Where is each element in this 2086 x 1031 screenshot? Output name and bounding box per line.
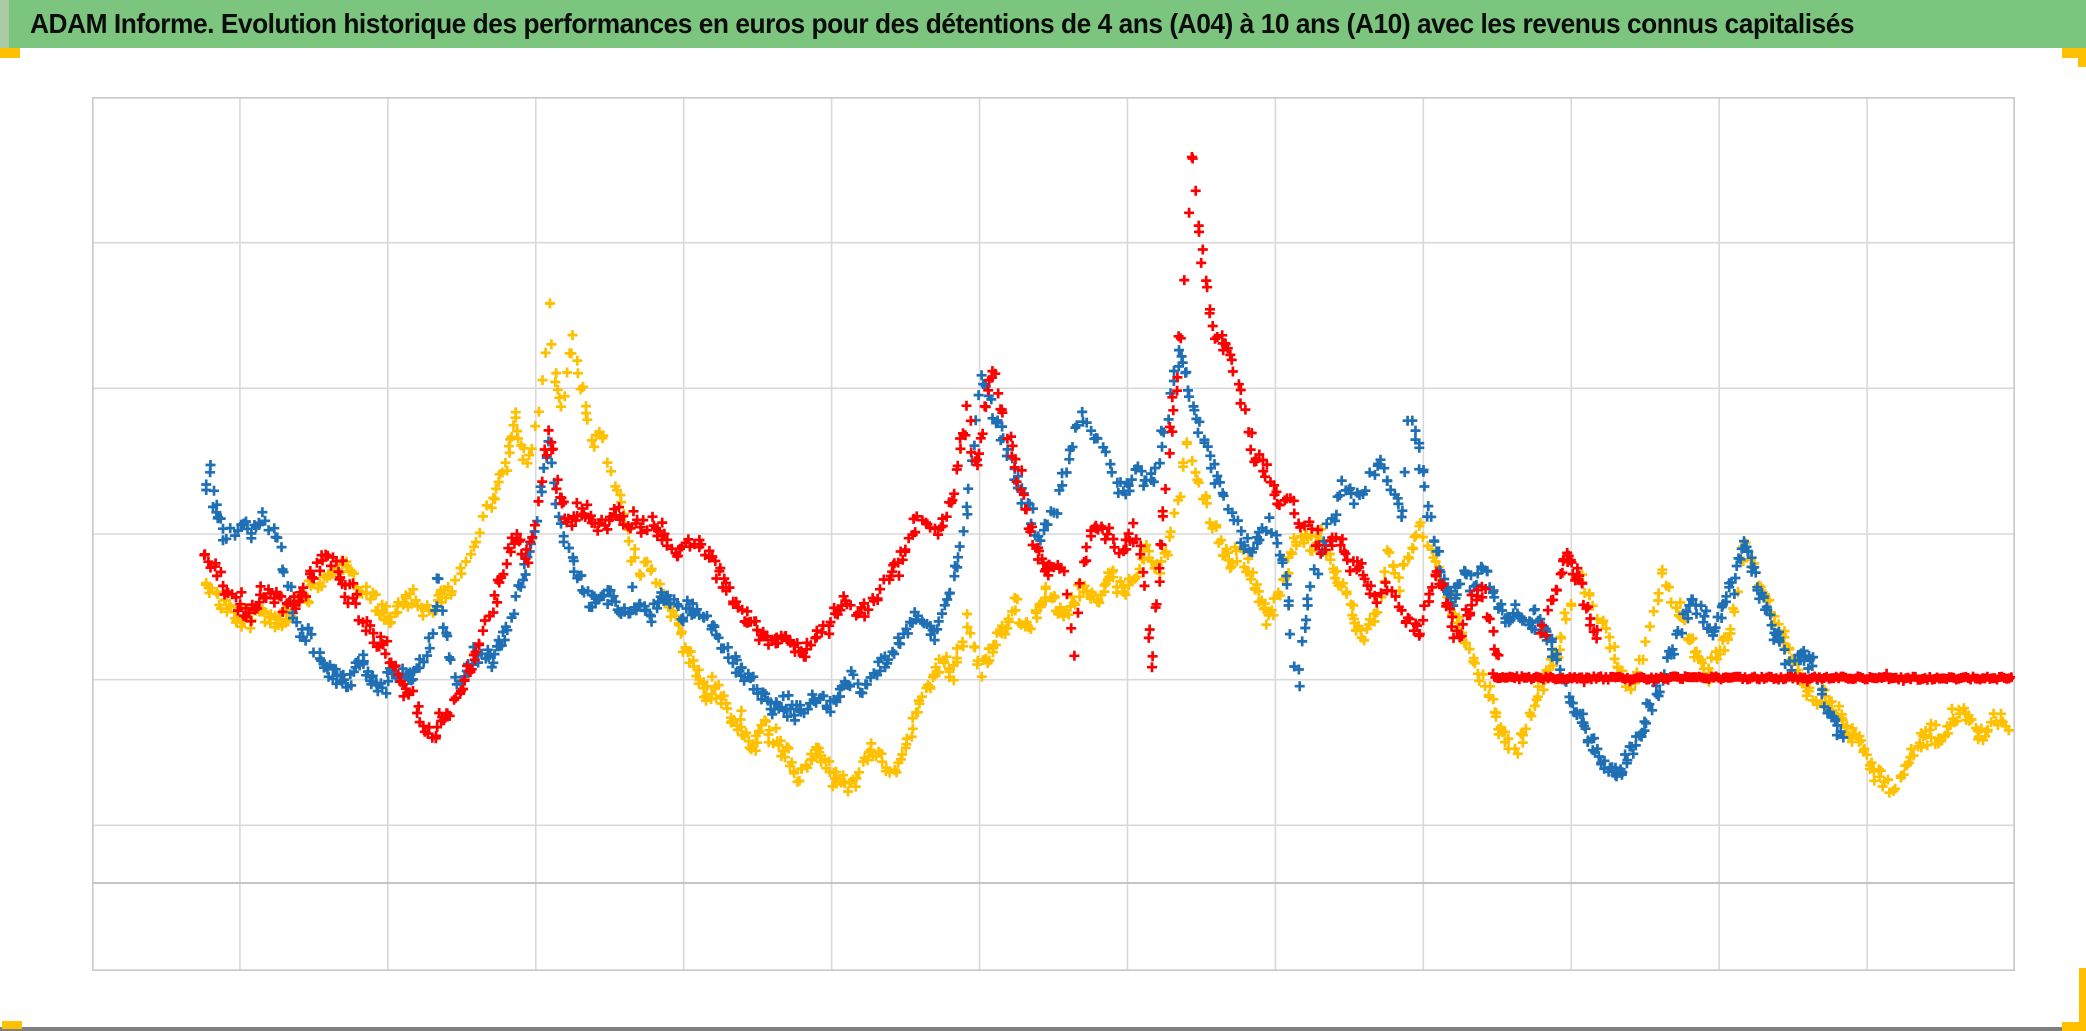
chart-title: ADAM Informe. Evolution historique des p…	[30, 8, 1855, 39]
chart-title-bar: ADAM Informe. Evolution historique des p…	[0, 0, 2086, 48]
header-left-sliver	[0, 0, 9, 48]
scatter-chart	[92, 97, 2015, 971]
yellow-corner-top-left	[0, 48, 20, 58]
yellow-corner-bottom-left	[2, 1021, 22, 1029]
sheet-bottom-bar	[0, 1027, 2086, 1031]
yellow-corner-top-right-horizontal	[2062, 48, 2086, 58]
yellow-corner-top-right-vertical	[2078, 48, 2086, 67]
yellow-corner-bottom-right-vertical	[2079, 968, 2086, 1031]
yellow-corner-bottom-right-horizontal	[2062, 1022, 2086, 1031]
plot-area[interactable]	[92, 97, 2015, 971]
chart-title-wrap: ADAM Informe. Evolution historique des p…	[30, 0, 1970, 48]
